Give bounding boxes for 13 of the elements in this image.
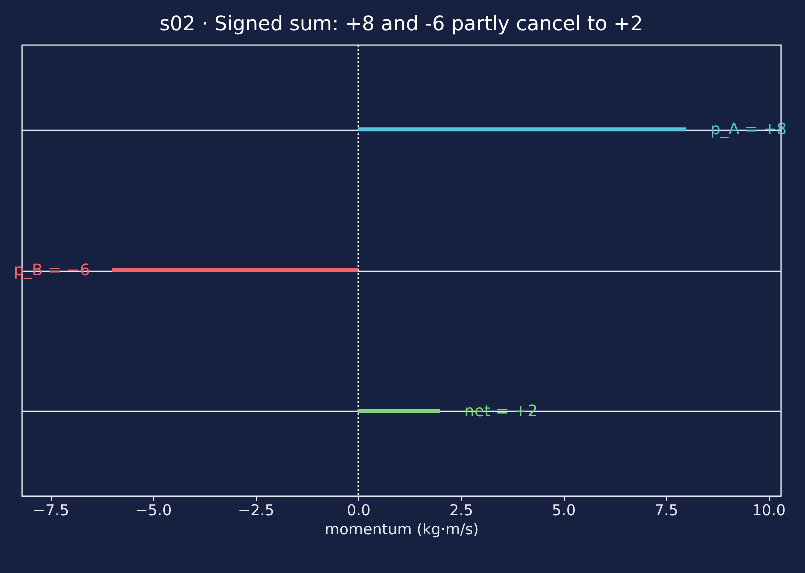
- x-tick-label: 5.0: [552, 502, 576, 520]
- x-axis-title: momentum (kg·m/s): [324, 520, 480, 538]
- x-tick-label: 10.0: [752, 502, 786, 520]
- bar: [112, 268, 358, 272]
- bar: [358, 128, 687, 132]
- x-tick-label: 0.0: [346, 502, 371, 520]
- x-tick-label: −2.5: [238, 502, 275, 520]
- x-tick-label: −7.5: [33, 502, 70, 520]
- bar: [358, 409, 440, 414]
- chart-title: s02 · Signed sum: +8 and -6 partly cancel to +2: [160, 11, 644, 36]
- x-tick-label: 7.5: [654, 502, 679, 520]
- x-tick-label: −5.0: [136, 502, 172, 520]
- x-tick-label: 2.5: [450, 502, 474, 520]
